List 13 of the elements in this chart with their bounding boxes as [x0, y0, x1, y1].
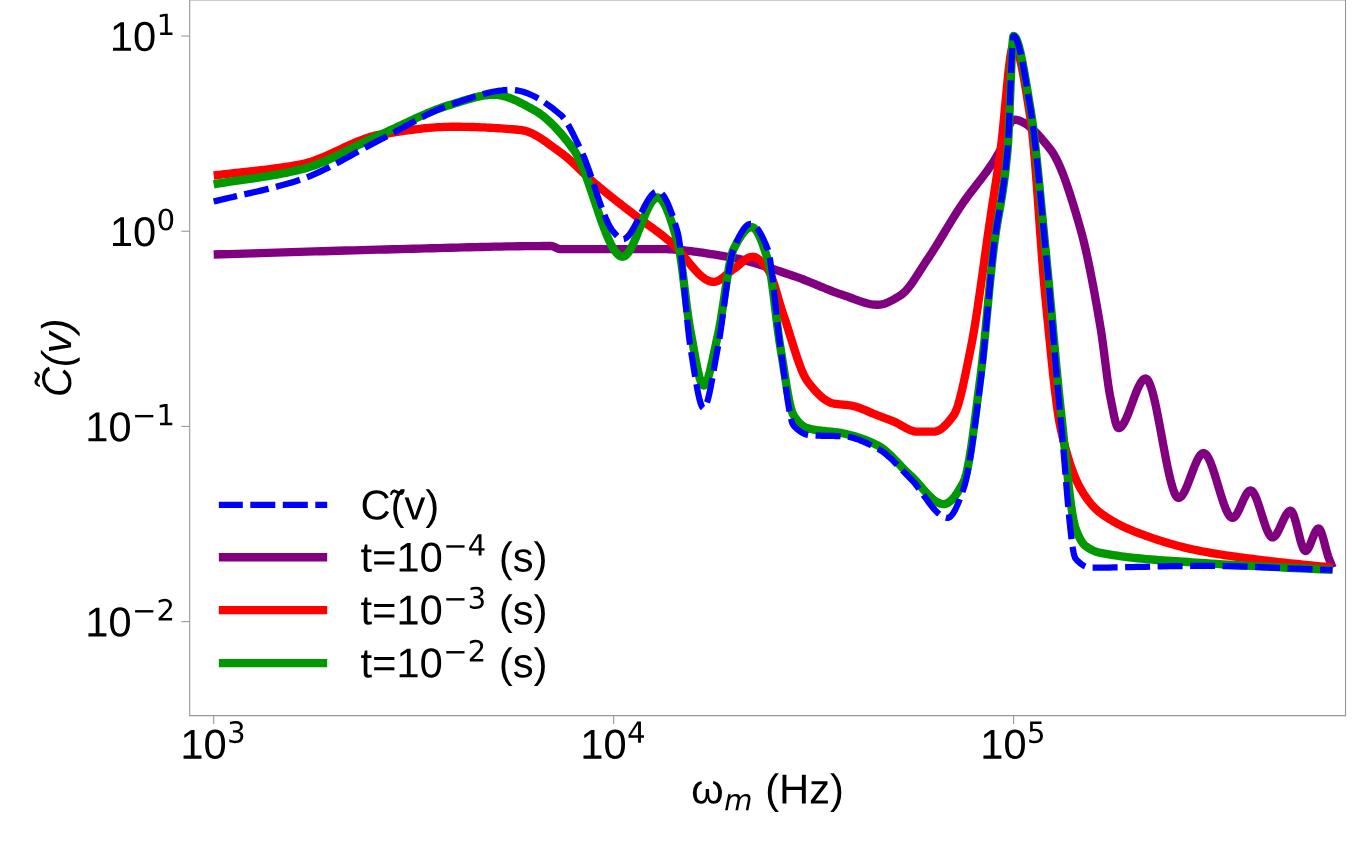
- y-tick-label: 10$^{−1}$: [88, 404, 173, 442]
- x-tick-label: 10$^{4}$: [583, 721, 644, 760]
- x-tick-label: 10$^{5}$: [983, 721, 1043, 760]
- y-tick-label: 10$^{1}$: [113, 13, 173, 52]
- x-axis-title: ω$_{m}$ (Hz): [692, 773, 842, 813]
- legend-label: t=10$^{−2}$ (s): [361, 639, 545, 686]
- x-tick-label: 10$^{3}$: [183, 721, 244, 760]
- y-axis-title: C̃(v): [34, 320, 80, 395]
- y-tick-label: 10$^{−2}$: [88, 598, 173, 637]
- legend-label: t=10$^{−4}$ (s): [361, 534, 545, 581]
- y-tick-label: 10$^{0}$: [113, 208, 174, 247]
- legend-label: t=10$^{−3}$ (s): [361, 586, 545, 634]
- legend-label: C̃(v): [362, 489, 437, 529]
